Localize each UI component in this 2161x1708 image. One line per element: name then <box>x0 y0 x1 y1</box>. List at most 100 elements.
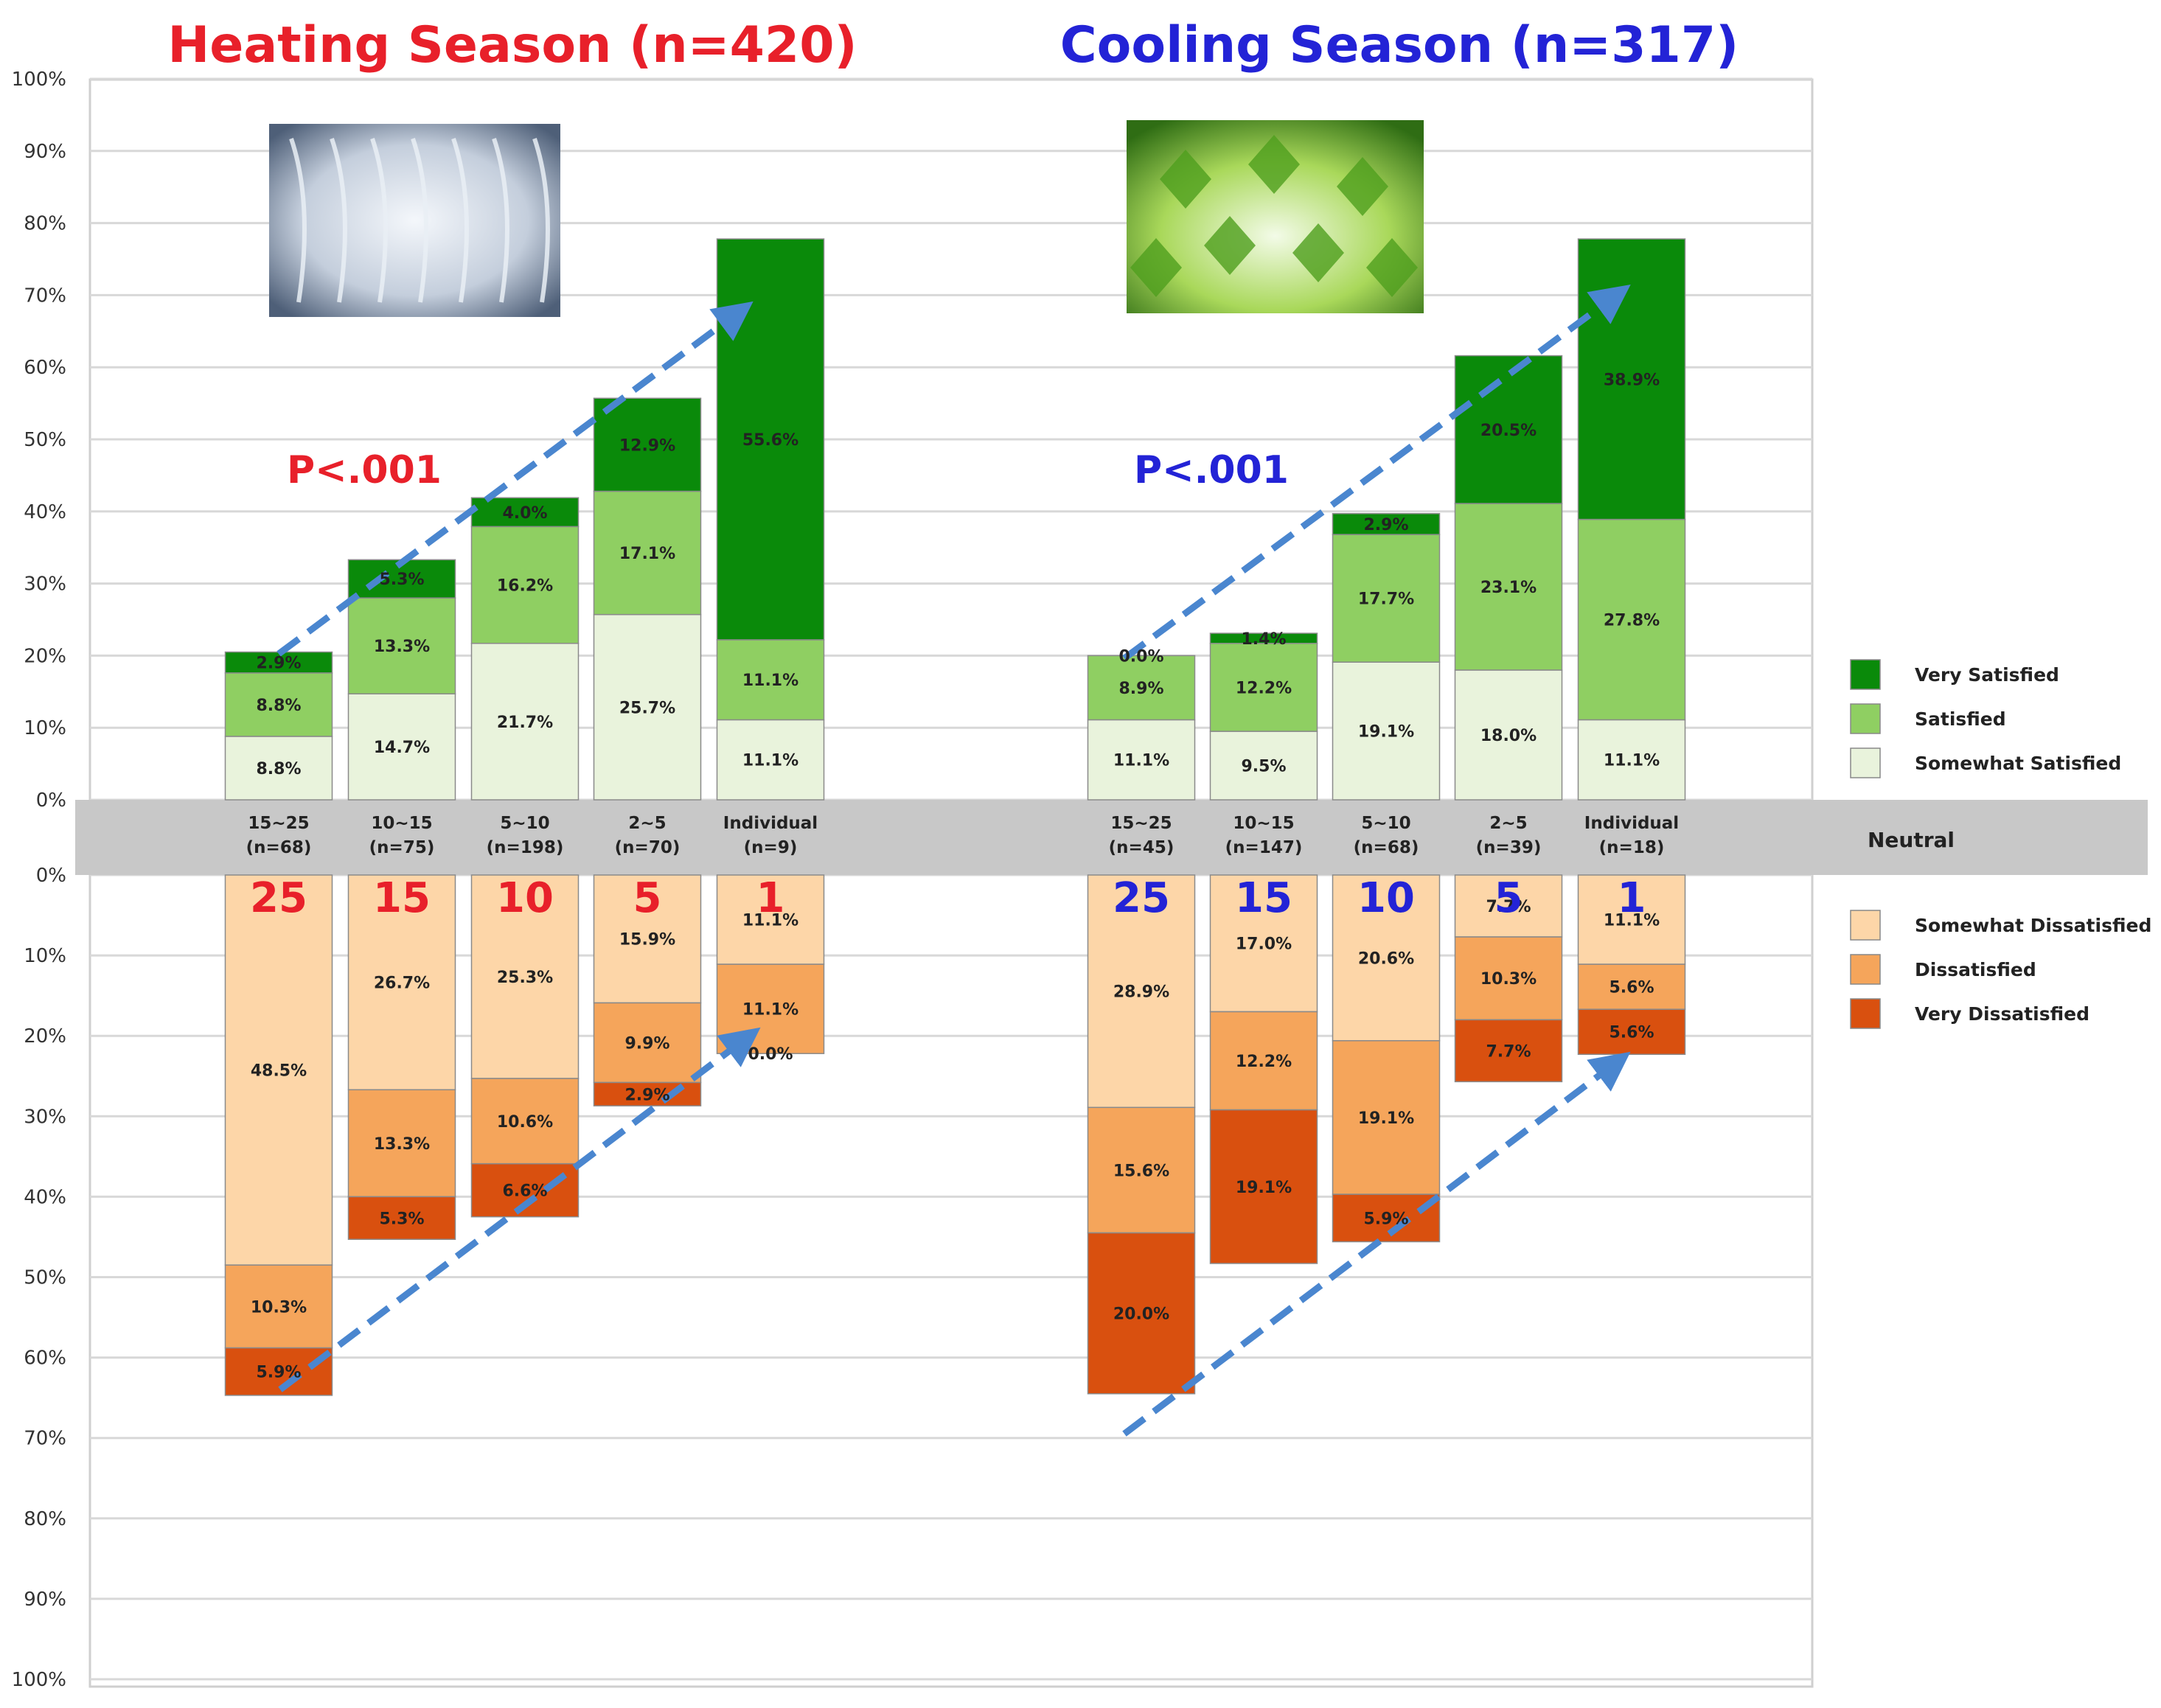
category-n-label: (n=39) <box>1476 838 1542 857</box>
snow-branch <box>289 138 307 303</box>
data-label: 23.1% <box>1480 579 1537 597</box>
bar-segment-somewhat-dissatisfied <box>347 874 456 1091</box>
data-label: 9.9% <box>624 1034 669 1053</box>
legend-label: Very Satisfied <box>1915 664 2059 686</box>
bar-segment-satisfied <box>1332 534 1441 663</box>
data-label: 11.1% <box>742 1001 798 1019</box>
leaf-shape <box>1160 150 1211 209</box>
p-value-label: P<.001 <box>1134 448 1289 492</box>
snow-branch <box>370 138 388 303</box>
data-label: 5.9% <box>1363 1210 1408 1228</box>
data-label: 11.1% <box>742 912 798 930</box>
data-label: 10.6% <box>497 1113 553 1132</box>
bar-segment-dissatisfied <box>1209 1011 1318 1111</box>
data-label: 21.7% <box>497 714 553 732</box>
data-label: 17.1% <box>619 545 675 563</box>
bar-segment-somewhat-dissatisfied <box>470 874 580 1079</box>
data-label: 11.1% <box>742 672 798 690</box>
snow-branch <box>532 138 550 303</box>
bar-segment-somewhat-dissatisfied <box>1577 874 1686 965</box>
data-label: 13.3% <box>374 638 430 656</box>
legend-label: Somewhat Satisfied <box>1915 753 2121 774</box>
y-tick-label: 10% <box>24 945 66 967</box>
data-label: 8.8% <box>256 760 301 778</box>
group-size-number: 5 <box>633 874 662 922</box>
category-n-label: (n=68) <box>1354 838 1419 857</box>
y-tick-label: 100% <box>12 1669 66 1691</box>
bar-segment-very-dissatisfied <box>1577 1008 1686 1056</box>
data-label: 19.1% <box>1236 1179 1292 1197</box>
category-n-label: (n=70) <box>615 838 681 857</box>
category-label: 2~5 <box>628 814 666 833</box>
bar-segment-somewhat-satisfied <box>593 613 702 801</box>
data-label: 6.6% <box>502 1182 547 1201</box>
bar-segment-satisfied <box>1454 503 1563 671</box>
bar-segment-somewhat-dissatisfied <box>1209 874 1318 1013</box>
legend-label: Dissatisfied <box>1915 959 2036 980</box>
bar-segment-satisfied <box>1087 655 1196 721</box>
legend-swatch <box>1850 703 1881 734</box>
data-label: 7.7% <box>1486 1042 1531 1061</box>
data-label: 48.5% <box>251 1062 307 1081</box>
group-size-number: 15 <box>373 874 431 922</box>
category-n-label: (n=75) <box>369 838 435 857</box>
legend-swatch <box>1850 954 1881 985</box>
y-tick-label: 60% <box>24 357 66 379</box>
neutral-label: Neutral <box>1868 828 1955 852</box>
category-label: 10~15 <box>371 814 432 833</box>
bar-segment-somewhat-satisfied <box>470 643 580 801</box>
data-label: 15.6% <box>1113 1162 1169 1180</box>
data-label: 2.9% <box>1363 516 1408 534</box>
y-tick-label: 70% <box>24 1428 66 1450</box>
y-tick-label: 70% <box>24 285 66 307</box>
data-label: 55.6% <box>742 431 798 450</box>
data-label: 26.7% <box>374 975 430 993</box>
bar-segment-somewhat-dissatisfied <box>1087 874 1196 1109</box>
bars-layer <box>224 238 1686 1396</box>
snow-branch <box>492 138 509 303</box>
bar-segment-very-dissatisfied <box>1209 1109 1318 1264</box>
data-label: 12.2% <box>1236 1053 1292 1071</box>
data-label: 8.9% <box>1118 680 1163 698</box>
leaf-shape <box>1292 223 1344 282</box>
group-size-number: 25 <box>1113 874 1170 922</box>
data-label: 5.6% <box>1609 979 1654 997</box>
bar-segment-somewhat-satisfied <box>1209 731 1318 801</box>
y-tick-label: 30% <box>24 574 66 596</box>
group-size-number: 10 <box>496 874 554 922</box>
category-label: 15~25 <box>1110 814 1172 833</box>
bar-segment-dissatisfied <box>593 1002 702 1084</box>
category-n-label: (n=18) <box>1599 838 1665 857</box>
bar-segment-satisfied <box>1577 518 1686 721</box>
data-label: 19.1% <box>1358 723 1414 742</box>
trend-arrows-layer <box>276 284 1631 1437</box>
y-tick-label: 50% <box>24 1267 66 1289</box>
y-tick-label: 90% <box>24 141 66 163</box>
panel-title: Cooling Season (n=317) <box>1060 16 1739 74</box>
bar-segment-very-dissatisfied <box>1454 1019 1563 1083</box>
data-label: 11.1% <box>1604 912 1660 930</box>
category-n-label: (n=68) <box>246 838 312 857</box>
bar-segment-somewhat-satisfied <box>1332 661 1441 801</box>
bar-segment-somewhat-satisfied <box>1577 719 1686 801</box>
bar-segment-satisfied <box>1209 643 1318 732</box>
y-tick-label: 100% <box>12 69 66 91</box>
category-label: 2~5 <box>1489 814 1527 833</box>
group-size-number: 5 <box>1494 874 1523 922</box>
data-label: 2.9% <box>256 655 301 673</box>
legend-label: Very Dissatisfied <box>1915 1003 2089 1025</box>
data-label: 0.0% <box>1118 647 1163 666</box>
bar-segment-dissatisfied <box>1454 936 1563 1021</box>
data-label: 11.1% <box>742 752 798 770</box>
category-label: 5~10 <box>1361 814 1410 833</box>
y-tick-label: 50% <box>24 429 66 451</box>
bar-segment-somewhat-satisfied <box>1087 719 1196 801</box>
category-n-label: (n=45) <box>1109 838 1175 857</box>
category-n-label: (n=9) <box>744 838 798 857</box>
group-size-number: 25 <box>250 874 307 922</box>
data-label: 13.3% <box>374 1135 430 1154</box>
bar-segment-satisfied <box>224 672 333 737</box>
bar-segment-somewhat-dissatisfied <box>1454 874 1563 938</box>
leaf-shape <box>1248 135 1300 194</box>
